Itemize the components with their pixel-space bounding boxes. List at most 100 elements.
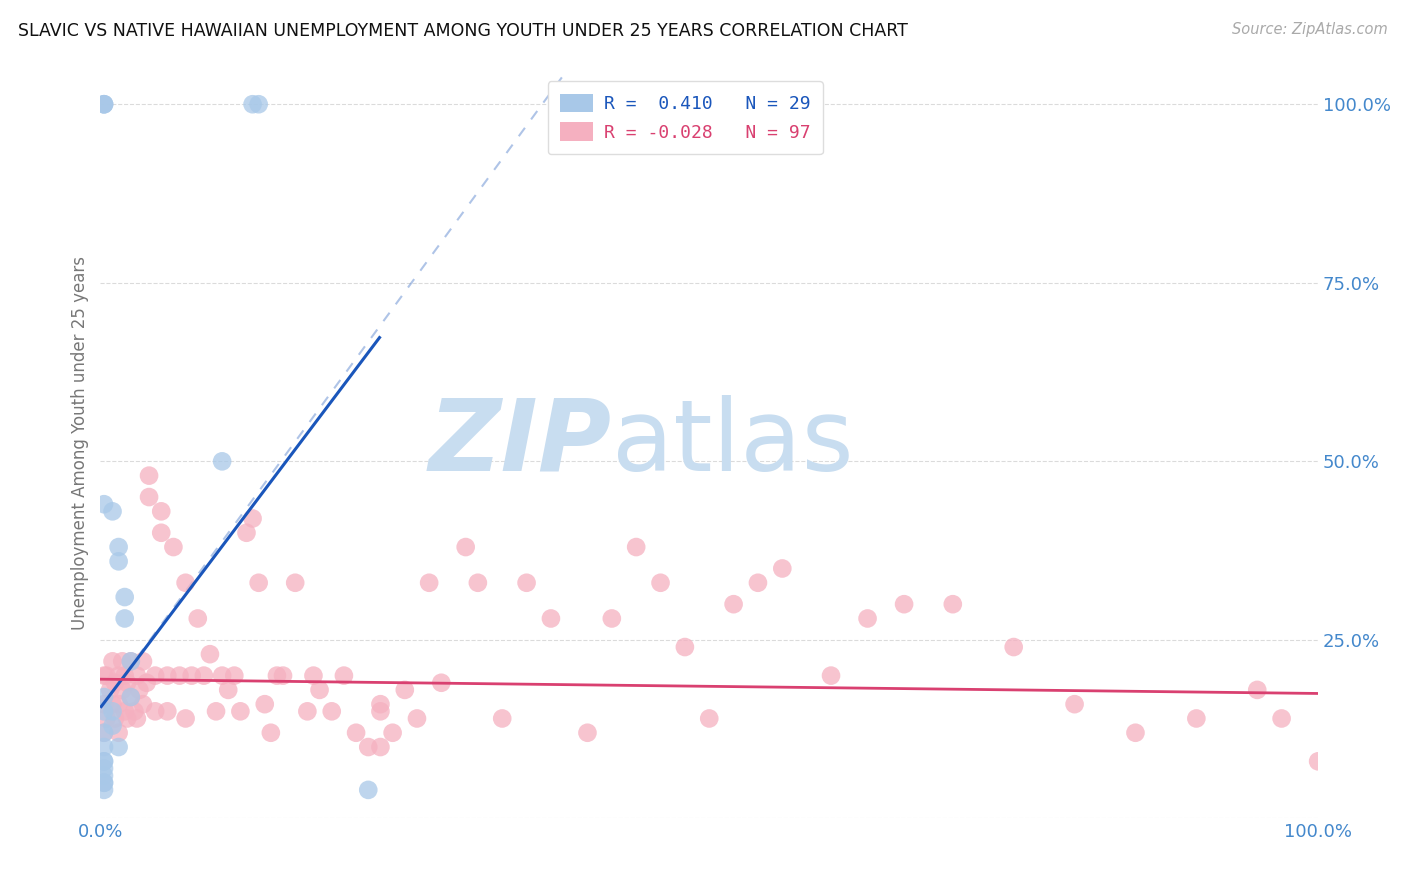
Point — [193, 668, 215, 682]
Point — [357, 739, 380, 754]
Point — [135, 675, 157, 690]
Point — [187, 611, 209, 625]
Point — [101, 697, 124, 711]
Point — [156, 704, 179, 718]
Point — [138, 490, 160, 504]
Point — [101, 654, 124, 668]
Point — [454, 540, 477, 554]
Point — [308, 682, 330, 697]
Point — [242, 511, 264, 525]
Point — [229, 704, 252, 718]
Point — [856, 611, 879, 625]
Point — [138, 468, 160, 483]
Point — [120, 654, 142, 668]
Point — [1063, 697, 1085, 711]
Point — [516, 575, 538, 590]
Point — [162, 540, 184, 554]
Point — [132, 697, 155, 711]
Point — [93, 704, 115, 718]
Point — [1308, 754, 1330, 768]
Point — [1185, 711, 1208, 725]
Point — [302, 668, 325, 682]
Point — [247, 97, 270, 112]
Point — [418, 575, 440, 590]
Point — [128, 682, 150, 697]
Point — [211, 668, 233, 682]
Point — [600, 611, 623, 625]
Point — [132, 654, 155, 668]
Point — [770, 561, 793, 575]
Point — [260, 725, 283, 739]
Point — [467, 575, 489, 590]
Point — [344, 725, 367, 739]
Point — [284, 575, 307, 590]
Point — [93, 97, 115, 112]
Text: ZIP: ZIP — [429, 395, 612, 492]
Point — [104, 675, 127, 690]
Point — [169, 668, 191, 682]
Point — [98, 682, 121, 697]
Point — [115, 675, 138, 690]
Point — [125, 711, 148, 725]
Point — [370, 704, 392, 718]
Point — [93, 690, 115, 704]
Point — [540, 611, 562, 625]
Point — [650, 575, 672, 590]
Point — [673, 640, 696, 654]
Point — [115, 711, 138, 725]
Point — [491, 711, 513, 725]
Point — [150, 504, 173, 518]
Point — [101, 704, 124, 718]
Point — [93, 762, 115, 776]
Point — [174, 575, 197, 590]
Point — [107, 540, 129, 554]
Point — [101, 504, 124, 518]
Point — [101, 718, 124, 732]
Point — [107, 697, 129, 711]
Point — [114, 704, 136, 718]
Point — [107, 739, 129, 754]
Point — [1002, 640, 1025, 654]
Point — [747, 575, 769, 590]
Point — [820, 668, 842, 682]
Y-axis label: Unemployment Among Youth under 25 years: Unemployment Among Youth under 25 years — [72, 257, 89, 631]
Point — [143, 668, 166, 682]
Point — [297, 704, 319, 718]
Point — [93, 697, 115, 711]
Point — [198, 647, 221, 661]
Point — [1271, 711, 1294, 725]
Point — [370, 697, 392, 711]
Point — [120, 690, 142, 704]
Point — [107, 554, 129, 568]
Point — [111, 654, 134, 668]
Point — [211, 454, 233, 468]
Point — [120, 690, 142, 704]
Point — [124, 704, 146, 718]
Point — [93, 754, 115, 768]
Point — [406, 711, 429, 725]
Point — [107, 725, 129, 739]
Point — [321, 704, 343, 718]
Legend: R =  0.410   N = 29, R = -0.028   N = 97: R = 0.410 N = 29, R = -0.028 N = 97 — [548, 81, 823, 154]
Point — [180, 668, 202, 682]
Point — [93, 725, 115, 739]
Point — [1125, 725, 1147, 739]
Point — [107, 668, 129, 682]
Point — [156, 668, 179, 682]
Point — [1246, 682, 1268, 697]
Point — [93, 754, 115, 768]
Point — [576, 725, 599, 739]
Point — [394, 682, 416, 697]
Point — [205, 704, 228, 718]
Point — [93, 668, 115, 682]
Point — [114, 590, 136, 604]
Point — [93, 783, 115, 797]
Point — [93, 497, 115, 511]
Point — [217, 682, 239, 697]
Point — [723, 597, 745, 611]
Point — [333, 668, 356, 682]
Point — [96, 711, 118, 725]
Point — [111, 682, 134, 697]
Point — [381, 725, 404, 739]
Point — [235, 525, 257, 540]
